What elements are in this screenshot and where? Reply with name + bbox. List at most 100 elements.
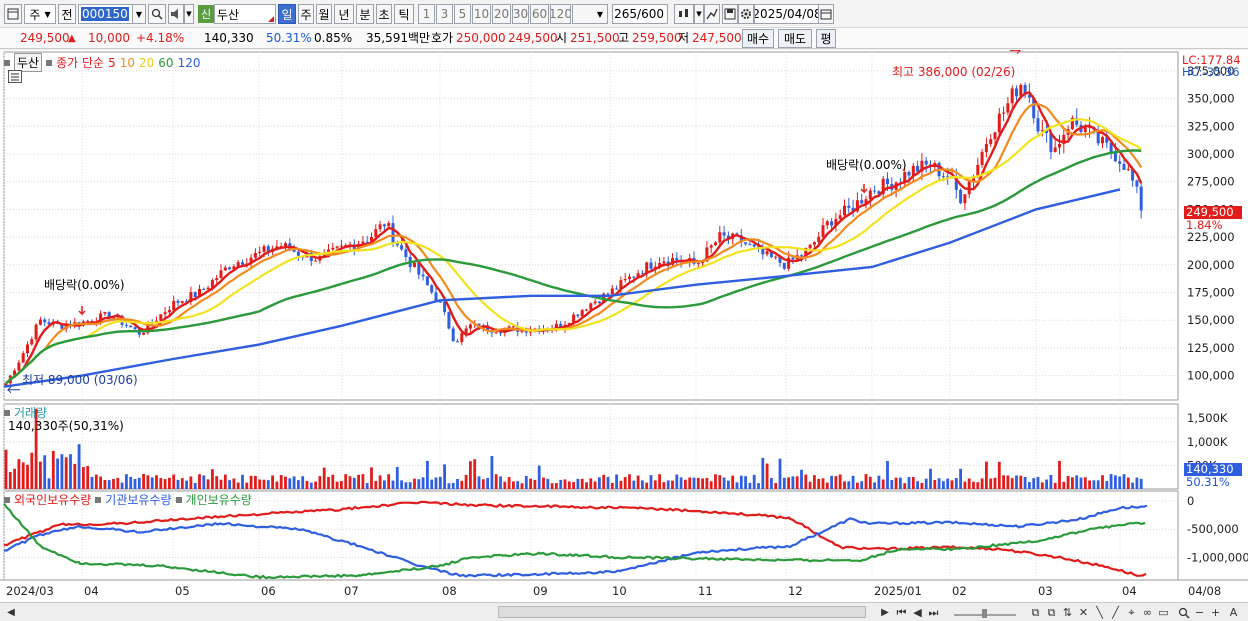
- volume-bar: [1079, 477, 1083, 489]
- candle-body: [443, 301, 447, 313]
- interval-button[interactable]: 5: [454, 4, 471, 24]
- period-button[interactable]: 월: [316, 4, 332, 24]
- scroll-left-icon[interactable]: ◀: [7, 606, 15, 618]
- interval-button[interactable]: 30: [512, 4, 529, 24]
- chart-type-dropdown-icon[interactable]: ▼: [694, 4, 704, 24]
- line-tool-icon[interactable]: ╲: [1096, 606, 1103, 619]
- last-page-icon[interactable]: ⏭: [928, 605, 939, 619]
- chart-type-icon[interactable]: [674, 4, 694, 24]
- volume-bar: [155, 475, 158, 489]
- period-button[interactable]: 분: [356, 4, 374, 24]
- eval-button[interactable]: 평: [816, 29, 836, 48]
- holding-legend: 외국인보유수량 기관보유수량 개인보유수량: [4, 491, 252, 508]
- dividend-annotation-2: 배당락(0.00%): [826, 158, 907, 172]
- speaker-icon[interactable]: [168, 4, 184, 24]
- volume-bar: [886, 460, 889, 489]
- sort-icon[interactable]: ⇅: [1062, 606, 1073, 619]
- volume-bar: [976, 482, 980, 489]
- zoom-out-icon[interactable]: −: [1194, 606, 1205, 619]
- interval-button[interactable]: 120: [550, 4, 571, 24]
- volume-bar: [1062, 481, 1066, 489]
- font-size-icon[interactable]: A: [1229, 606, 1238, 619]
- price-y-tick: 325,000: [1187, 119, 1235, 133]
- x-axis-label: 10: [612, 584, 627, 598]
- prev-page-icon[interactable]: ◀: [913, 606, 922, 619]
- interval-button[interactable]: 20: [492, 4, 511, 24]
- save-icon[interactable]: [722, 4, 738, 24]
- stock-name-field[interactable]: 두산: [214, 4, 276, 24]
- volume-bar: [301, 476, 305, 489]
- sell-button[interactable]: 매도: [778, 29, 812, 48]
- interval-button[interactable]: 3: [436, 4, 453, 24]
- volume-bar: [993, 477, 997, 489]
- period-button[interactable]: 주: [298, 4, 314, 24]
- candle-body: [1058, 143, 1061, 148]
- volume-y-tick: 1,500K: [1187, 411, 1228, 425]
- chart-area[interactable]: 375,000350,000325,000300,000275,000250,0…: [0, 50, 1248, 603]
- volume-bar: [39, 461, 42, 489]
- volume-bar: [383, 480, 386, 489]
- legend-marker-icon: [4, 496, 10, 503]
- volume-bar: [13, 468, 16, 489]
- interval-dropdown[interactable]: ▼: [572, 4, 608, 24]
- code-dropdown-icon[interactable]: ▼: [132, 4, 146, 24]
- low-label: 저: [678, 31, 690, 45]
- volume-bar: [202, 475, 206, 489]
- grid-x-icon[interactable]: ✕: [1078, 606, 1089, 619]
- volume-bar: [266, 480, 270, 489]
- gear-icon[interactable]: [738, 4, 754, 24]
- zoom-search-icon[interactable]: [1176, 605, 1191, 620]
- zoom-in-icon[interactable]: +: [1210, 606, 1221, 619]
- interval-button[interactable]: 10: [472, 4, 491, 24]
- volume-bar: [997, 461, 1001, 489]
- speaker-dropdown-icon[interactable]: ▼: [184, 4, 194, 24]
- volume-bar: [232, 478, 236, 489]
- candle-body: [464, 328, 468, 334]
- search-icon[interactable]: [148, 4, 166, 24]
- zoom-slider[interactable]: [950, 605, 1020, 620]
- scroll-thumb[interactable]: [498, 606, 866, 618]
- volume-bar: [950, 480, 954, 489]
- market-select[interactable]: 주 ▼: [24, 4, 56, 24]
- period-button[interactable]: 일: [278, 4, 296, 24]
- candle-body: [1027, 94, 1031, 98]
- period-button[interactable]: 년: [334, 4, 354, 24]
- volume-bar: [937, 478, 941, 489]
- volume-bar: [438, 476, 442, 489]
- trend-tool-icon[interactable]: ╱: [1112, 606, 1119, 619]
- bid-price: 249,500: [508, 31, 558, 45]
- date-field[interactable]: 2025/04/08: [754, 4, 820, 24]
- holding-y-tick: -500,000: [1187, 522, 1239, 536]
- duplicate-icon[interactable]: ⧉: [1047, 605, 1056, 619]
- stock-name-tag[interactable]: 두산: [14, 53, 43, 72]
- volume-bar: [481, 479, 485, 489]
- candle-body: [382, 224, 386, 227]
- period-button[interactable]: 초: [376, 4, 392, 24]
- copy-icon[interactable]: ⧉: [1031, 605, 1040, 619]
- stock-code-input[interactable]: 000150: [78, 4, 133, 24]
- frame-icon[interactable]: ▭: [1158, 606, 1169, 619]
- volume-bar: [972, 481, 975, 489]
- interval-button[interactable]: 1: [418, 4, 435, 24]
- candle-body: [722, 232, 726, 236]
- interval-button[interactable]: 60: [530, 4, 549, 24]
- period-button[interactable]: 틱: [394, 4, 414, 24]
- candle-body: [434, 292, 438, 302]
- count-field[interactable]: 265/600: [612, 4, 668, 24]
- draw-tool-icon[interactable]: [704, 4, 720, 24]
- buy-button[interactable]: 매수: [742, 29, 774, 48]
- marker-tool-icon[interactable]: ⌖: [1128, 605, 1135, 619]
- scroll-right-icon[interactable]: ▶: [881, 606, 889, 618]
- volume-bar: [94, 474, 98, 489]
- window-layout-icon[interactable]: [4, 4, 22, 24]
- first-page-icon[interactable]: ⏮: [896, 605, 907, 619]
- dividend-arrow-icon: [860, 184, 868, 194]
- stock-chart[interactable]: 375,000350,000325,000300,000275,000250,0…: [0, 50, 1248, 603]
- candle-body: [1002, 112, 1006, 114]
- calendar-icon[interactable]: [818, 4, 834, 24]
- candle-body: [249, 257, 253, 264]
- prev-button[interactable]: 전: [58, 4, 76, 24]
- candle-body: [1075, 117, 1079, 125]
- table-toggle-icon[interactable]: [8, 70, 22, 83]
- link-icon[interactable]: ∞: [1142, 606, 1153, 619]
